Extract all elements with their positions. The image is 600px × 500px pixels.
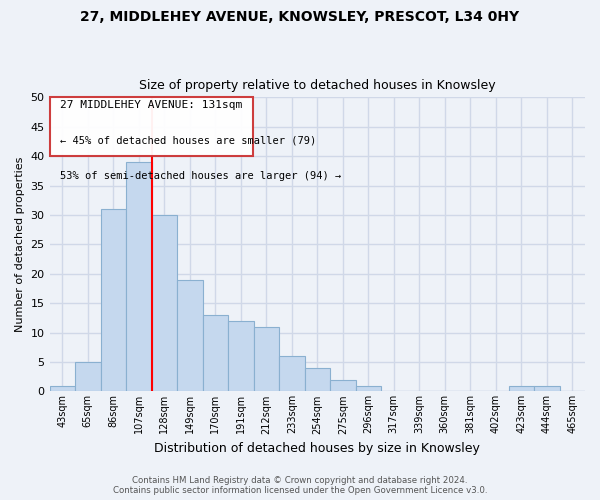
Bar (534, 386, 560, 392)
Bar (50, 386, 75, 392)
Bar (177, 280, 203, 392)
Y-axis label: Number of detached properties: Number of detached properties (15, 156, 25, 332)
Bar (279, 356, 305, 392)
X-axis label: Distribution of detached houses by size in Knowsley: Distribution of detached houses by size … (154, 442, 480, 455)
Bar (254, 326, 279, 392)
Bar (228, 321, 254, 392)
Text: 27, MIDDLEHEY AVENUE, KNOWSLEY, PRESCOT, L34 0HY: 27, MIDDLEHEY AVENUE, KNOWSLEY, PRESCOT,… (80, 10, 520, 24)
Bar (101, 209, 126, 392)
Text: 27 MIDDLEHEY AVENUE: 131sqm: 27 MIDDLEHEY AVENUE: 131sqm (60, 100, 242, 110)
Bar (356, 386, 381, 392)
Title: Size of property relative to detached houses in Knowsley: Size of property relative to detached ho… (139, 79, 496, 92)
Bar (203, 315, 228, 392)
Text: 53% of semi-detached houses are larger (94) →: 53% of semi-detached houses are larger (… (60, 171, 341, 181)
Bar (75, 362, 101, 392)
Text: Contains HM Land Registry data © Crown copyright and database right 2024.
Contai: Contains HM Land Registry data © Crown c… (113, 476, 487, 495)
Bar (330, 380, 356, 392)
Bar (152, 215, 177, 392)
Bar (126, 162, 152, 392)
FancyBboxPatch shape (50, 98, 253, 156)
Text: ← 45% of detached houses are smaller (79): ← 45% of detached houses are smaller (79… (60, 136, 317, 145)
Bar (509, 386, 534, 392)
Bar (305, 368, 330, 392)
